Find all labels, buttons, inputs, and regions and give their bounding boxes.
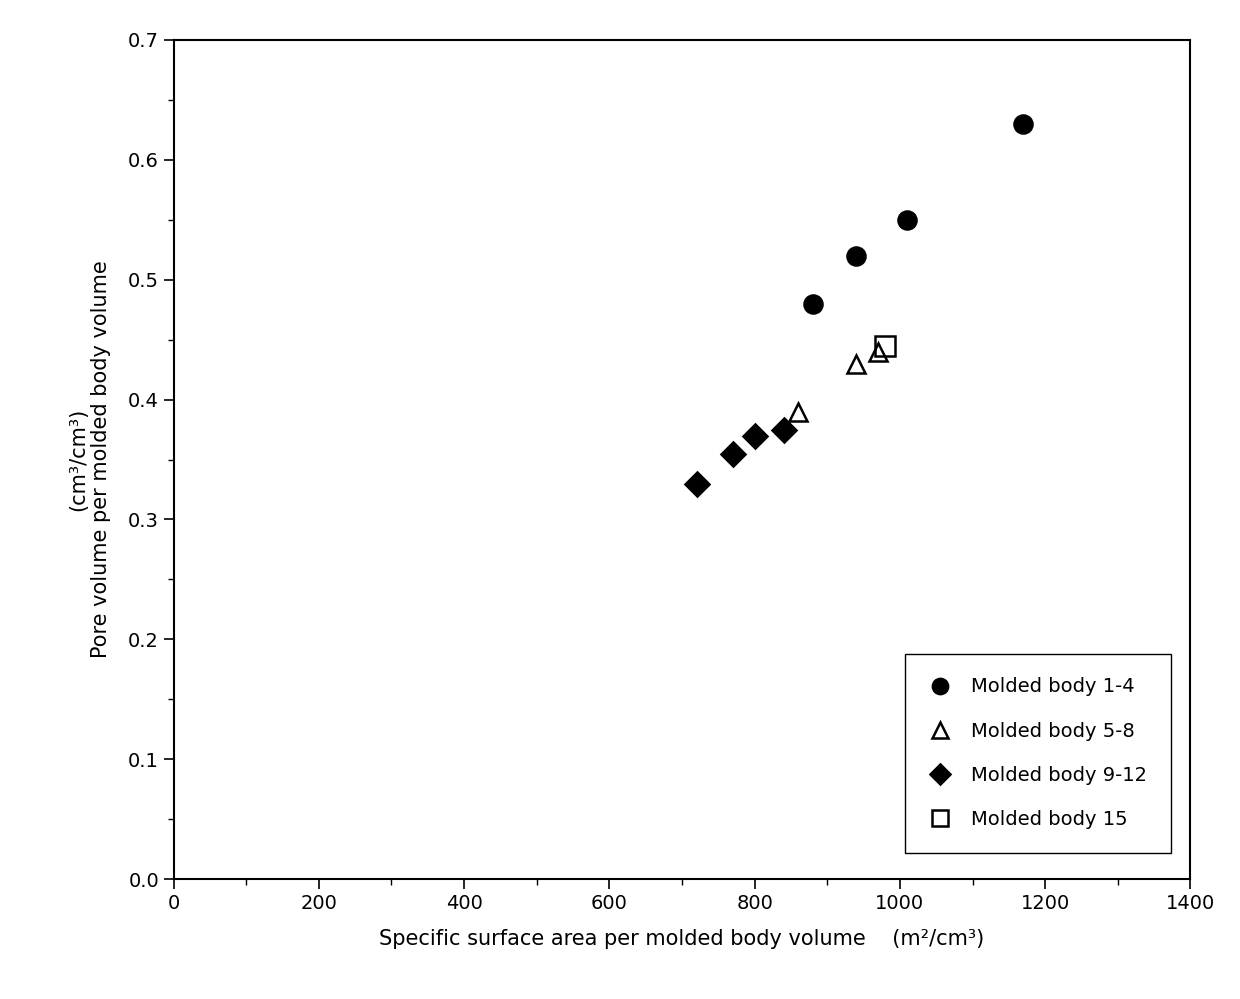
Molded body 1-4	[1016, 118, 1030, 130]
Line: Molded body 5-8: Molded body 5-8	[789, 343, 887, 421]
Molded body 1-4	[900, 214, 915, 226]
Legend: Molded body 1-4, Molded body 5-8, Molded body 9-12, Molded body 15: Molded body 1-4, Molded body 5-8, Molded…	[905, 654, 1171, 852]
Molded body 9-12	[689, 478, 704, 490]
Molded body 5-8	[791, 406, 806, 418]
Molded body 9-12	[776, 424, 791, 436]
Line: Molded body 1-4: Molded body 1-4	[804, 115, 1033, 313]
Molded body 1-4	[805, 298, 820, 310]
Y-axis label: (cm³/cm³)
Pore volume per molded body volume: (cm³/cm³) Pore volume per molded body vo…	[68, 261, 112, 658]
X-axis label: Specific surface area per molded body volume    (m²/cm³): Specific surface area per molded body vo…	[379, 929, 985, 949]
Molded body 5-8	[870, 346, 885, 358]
Line: Molded body 9-12: Molded body 9-12	[688, 422, 792, 492]
Molded body 1-4	[849, 250, 864, 262]
Molded body 5-8	[849, 358, 864, 370]
Molded body 9-12	[725, 448, 740, 460]
Molded body 9-12	[748, 430, 763, 442]
